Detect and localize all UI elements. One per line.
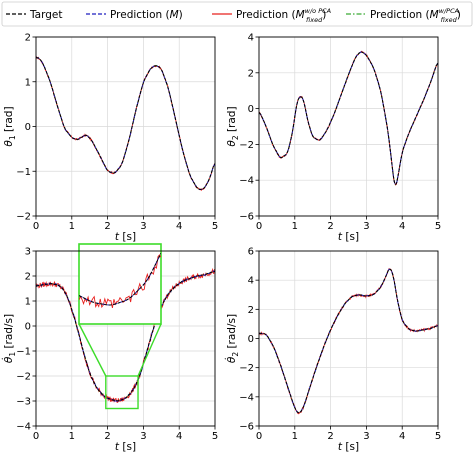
x-tick-label: 5 [435,221,441,232]
y-tick-label: 4 [248,276,254,287]
series-target [36,56,215,191]
x-tick-label: 3 [140,431,146,442]
x-tick-label: 2 [104,431,110,442]
zoom-connector [137,323,162,377]
axes-frame [258,250,439,427]
y-tick-label: 2 [25,33,31,44]
inset-series-target [79,253,161,306]
legend-entry: Prediction (Mw/PCA fixed) [346,7,461,24]
y-tick-label: −2 [239,363,254,374]
legend-label: Target [29,9,62,21]
y-axis-label: θ̇2 [rad/s] [224,314,240,363]
x-tick-label: 5 [435,431,441,442]
y-tick-label: 2 [25,272,31,283]
series-prediction-m-fixed-wo-pca [259,50,438,186]
x-axis-label: t [s] [115,441,136,453]
legend-entry: Target [6,9,62,21]
x-tick-label: 2 [327,431,333,442]
y-tick-label: −2 [16,212,31,223]
series-lines [36,56,215,192]
x-tick-label: 0 [256,221,262,232]
x-tick-label: 1 [292,221,298,232]
x-tick-label: 2 [327,221,333,232]
series-lines [259,50,438,186]
x-tick-label: 4 [176,431,182,442]
subplot-br: 0 1 2 3 4 5 −6 −4 −2 0 2 4 6 t [s] θ̇2 [rad/s] [224,247,441,453]
subplot-tl: 0 1 2 3 4 5 −2 −1 0 1 2 t [s] θ1 [rad] [3,33,218,244]
x-tick-label: 0 [256,431,262,442]
zoom-inset-lines [79,253,161,309]
y-tick-label: 1 [25,77,31,88]
zoom-connector [78,323,107,377]
x-axis-label: t [s] [115,231,136,243]
legend-entry: Prediction (Mw/o PCA fixed) [212,7,331,24]
series-prediction-m [259,268,438,414]
x-tick-label: 1 [69,431,75,442]
x-tick-label: 1 [292,431,298,442]
y-tick-label: 2 [248,68,254,79]
x-tick-label: 5 [212,431,218,442]
x-tick-label: 3 [140,221,146,232]
y-tick-label: 2 [248,305,254,316]
legend-frame [1,1,473,27]
y-tick-label: 4 [248,33,254,44]
y-tick-label: 1 [25,297,31,308]
y-tick-label: −6 [239,212,254,223]
y-tick-label: −6 [239,422,254,433]
y-tick-label: −2 [239,140,254,151]
x-axis-label: t [s] [338,441,359,453]
series-target [36,270,215,402]
series-target [259,268,438,414]
series-lines [259,267,438,415]
axes-frame [35,36,216,217]
series-prediction-m-fixed-w-pca [259,268,438,414]
x-tick-label: 4 [176,221,182,232]
y-tick-label: 3 [25,247,31,258]
y-tick-label: 0 [25,122,31,133]
legend-entry: Prediction (M) [86,9,183,21]
y-tick-label: −2 [16,372,31,383]
y-tick-label: −1 [16,347,31,358]
subplot-tr: 0 1 2 3 4 5 −6 −4 −2 0 2 4 t [s] θ2 [rad] [226,33,441,244]
y-tick-label: 0 [25,322,31,333]
zoom-region-box [105,375,139,410]
inset-series-prediction-m-fixed-wo-pca [79,254,161,309]
x-tick-label: 4 [399,431,405,442]
y-axis-label: θ1 [rad] [3,106,17,146]
legend-label: Prediction (M) [110,9,183,21]
series-prediction-m-fixed-w-pca [259,51,438,186]
y-tick-label: −1 [16,167,31,178]
x-tick-label: 0 [33,431,39,442]
x-tick-label: 3 [363,221,369,232]
legend-label: Prediction (Mw/o PCA fixed) [236,7,331,24]
series-prediction-m-fixed-wo-pca [259,267,438,415]
y-axis-label: θ̇1 [rad/s] [1,314,17,363]
y-tick-label: −4 [239,392,254,403]
y-tick-label: 0 [248,334,254,345]
x-tick-label: 0 [33,221,39,232]
y-tick-label: 0 [248,104,254,115]
axes-frame [258,36,439,217]
y-axis-label: θ2 [rad] [226,106,240,146]
series-target [259,51,438,186]
y-tick-label: −3 [16,397,31,408]
x-tick-label: 1 [69,221,75,232]
x-axis-label: t [s] [338,231,359,243]
x-tick-label: 2 [104,221,110,232]
legend: Target Prediction (M) Prediction (Mw/o PCA… [1,1,473,27]
axes-frame [35,250,216,427]
zoom-inset [78,243,162,325]
series-prediction-m [259,51,438,186]
x-tick-label: 5 [212,221,218,232]
y-tick-label: −4 [239,176,254,187]
x-tick-label: 4 [399,221,405,232]
series-lines [36,267,215,403]
y-tick-label: −4 [16,422,31,433]
x-tick-label: 3 [363,431,369,442]
legend-label: Prediction (Mw/PCA fixed) [370,7,461,24]
y-tick-label: 6 [248,247,254,258]
subplot-bl: 0 1 2 3 4 5 −4 −3 −2 −1 0 1 2 3 t [s] θ̇1 [rad/s] [1,243,218,453]
